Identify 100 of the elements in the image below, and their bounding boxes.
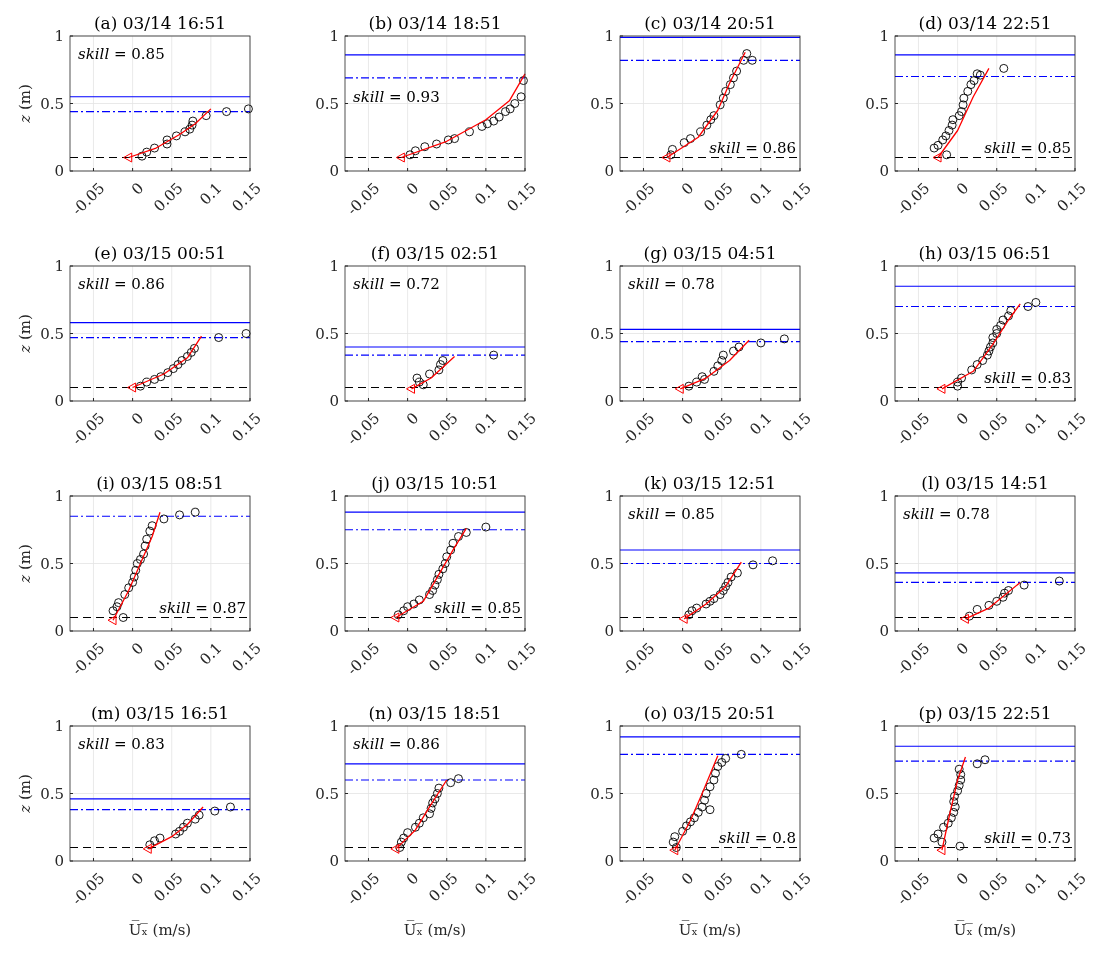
x-tick-label: 0: [952, 409, 973, 429]
x-tick-label: 0.1: [196, 869, 226, 899]
point: [1031, 298, 1041, 307]
point: [669, 845, 679, 856]
point: [1006, 306, 1016, 315]
y-tick-label: 1: [54, 717, 64, 735]
point: [936, 383, 946, 394]
point: [713, 762, 723, 771]
x-tick-label: 0.1: [471, 409, 501, 439]
point: [692, 377, 702, 387]
point: [938, 135, 948, 145]
point: [454, 532, 463, 541]
point: [701, 789, 711, 798]
point: [668, 837, 678, 847]
point: [748, 560, 758, 570]
point: [943, 818, 953, 828]
point: [1004, 586, 1013, 595]
x-tick-label: 0.1: [471, 639, 501, 669]
point: [438, 564, 448, 574]
point: [666, 150, 676, 160]
point: [464, 127, 474, 137]
point: [450, 134, 460, 144]
x-tick-label: 0: [127, 409, 148, 429]
point: [189, 343, 199, 353]
point: [177, 356, 187, 365]
point: [399, 606, 409, 616]
point: [734, 342, 744, 352]
point: [201, 111, 211, 121]
point: [959, 613, 969, 624]
y-tick-label: 0: [54, 852, 64, 870]
point: [390, 843, 400, 854]
chart-title: (d) 03/14 22:51: [918, 13, 1052, 33]
point: [950, 802, 960, 812]
annotation: skill = 0.78: [903, 504, 990, 523]
point: [225, 802, 235, 812]
point: [969, 76, 979, 85]
x-tick-label: 0.1: [196, 179, 226, 209]
y-tick-label: 1: [54, 257, 64, 275]
annotation: skill = 0.83: [78, 734, 165, 753]
chart-title: (b) 03/14 18:51: [368, 13, 502, 33]
y-tick-label: 0: [879, 392, 889, 410]
y-tick-label: 1: [879, 487, 889, 505]
chart-title: (e) 03/15 00:51: [93, 243, 227, 263]
annotation: skill = 0.8: [718, 828, 796, 847]
point: [667, 144, 677, 154]
y-tick-label: 0: [329, 162, 339, 180]
y-tick-label: 0.5: [590, 94, 614, 113]
x-tick-label: 0.1: [471, 869, 501, 899]
y-tick-label: 0.5: [315, 324, 339, 343]
point: [721, 86, 731, 96]
point: [954, 780, 964, 790]
point: [187, 120, 197, 130]
x-tick-label: 0.1: [471, 179, 501, 209]
point: [182, 352, 192, 361]
point: [185, 124, 195, 134]
point: [155, 833, 165, 843]
x-tick-label: 0.1: [1021, 869, 1051, 899]
point: [964, 611, 974, 621]
point: [410, 146, 420, 156]
x-tick-label: 0.1: [746, 869, 776, 899]
point: [946, 813, 956, 823]
point: [661, 152, 671, 163]
point: [142, 147, 152, 157]
point: [135, 381, 145, 391]
point: [949, 807, 959, 817]
point: [718, 350, 728, 360]
point: [937, 837, 947, 847]
point: [194, 810, 204, 820]
point: [162, 139, 172, 149]
point: [186, 347, 196, 357]
point: [953, 377, 963, 387]
point: [418, 380, 428, 390]
point: [718, 93, 728, 103]
point: [156, 372, 166, 382]
point: [150, 374, 159, 384]
point: [696, 127, 706, 137]
x-tick-label: 0: [677, 179, 698, 199]
point: [396, 837, 406, 847]
point: [114, 598, 123, 608]
x-tick-label: 0: [952, 869, 973, 889]
y-tick-label: 0.5: [865, 784, 889, 803]
point: [414, 595, 424, 605]
point: [494, 112, 504, 122]
point: [505, 104, 515, 114]
x-tick-label: 0.1: [196, 409, 226, 439]
y-tick-label: 0: [879, 622, 889, 640]
annotation: skill = 0.78: [628, 274, 715, 293]
x-axis-title: U̅ₓ̅ (m/s): [678, 920, 742, 939]
point: [705, 596, 715, 606]
point: [936, 845, 946, 856]
point: [107, 615, 117, 626]
point: [1019, 580, 1029, 590]
point: [954, 111, 964, 121]
y-tick-label: 0: [329, 852, 339, 870]
point: [140, 541, 150, 551]
point: [409, 599, 419, 609]
point: [190, 814, 200, 824]
x-tick-label: 0.1: [1021, 179, 1051, 209]
annotation: skill = 0.85: [628, 504, 715, 523]
y-tick-label: 0.5: [40, 554, 64, 573]
